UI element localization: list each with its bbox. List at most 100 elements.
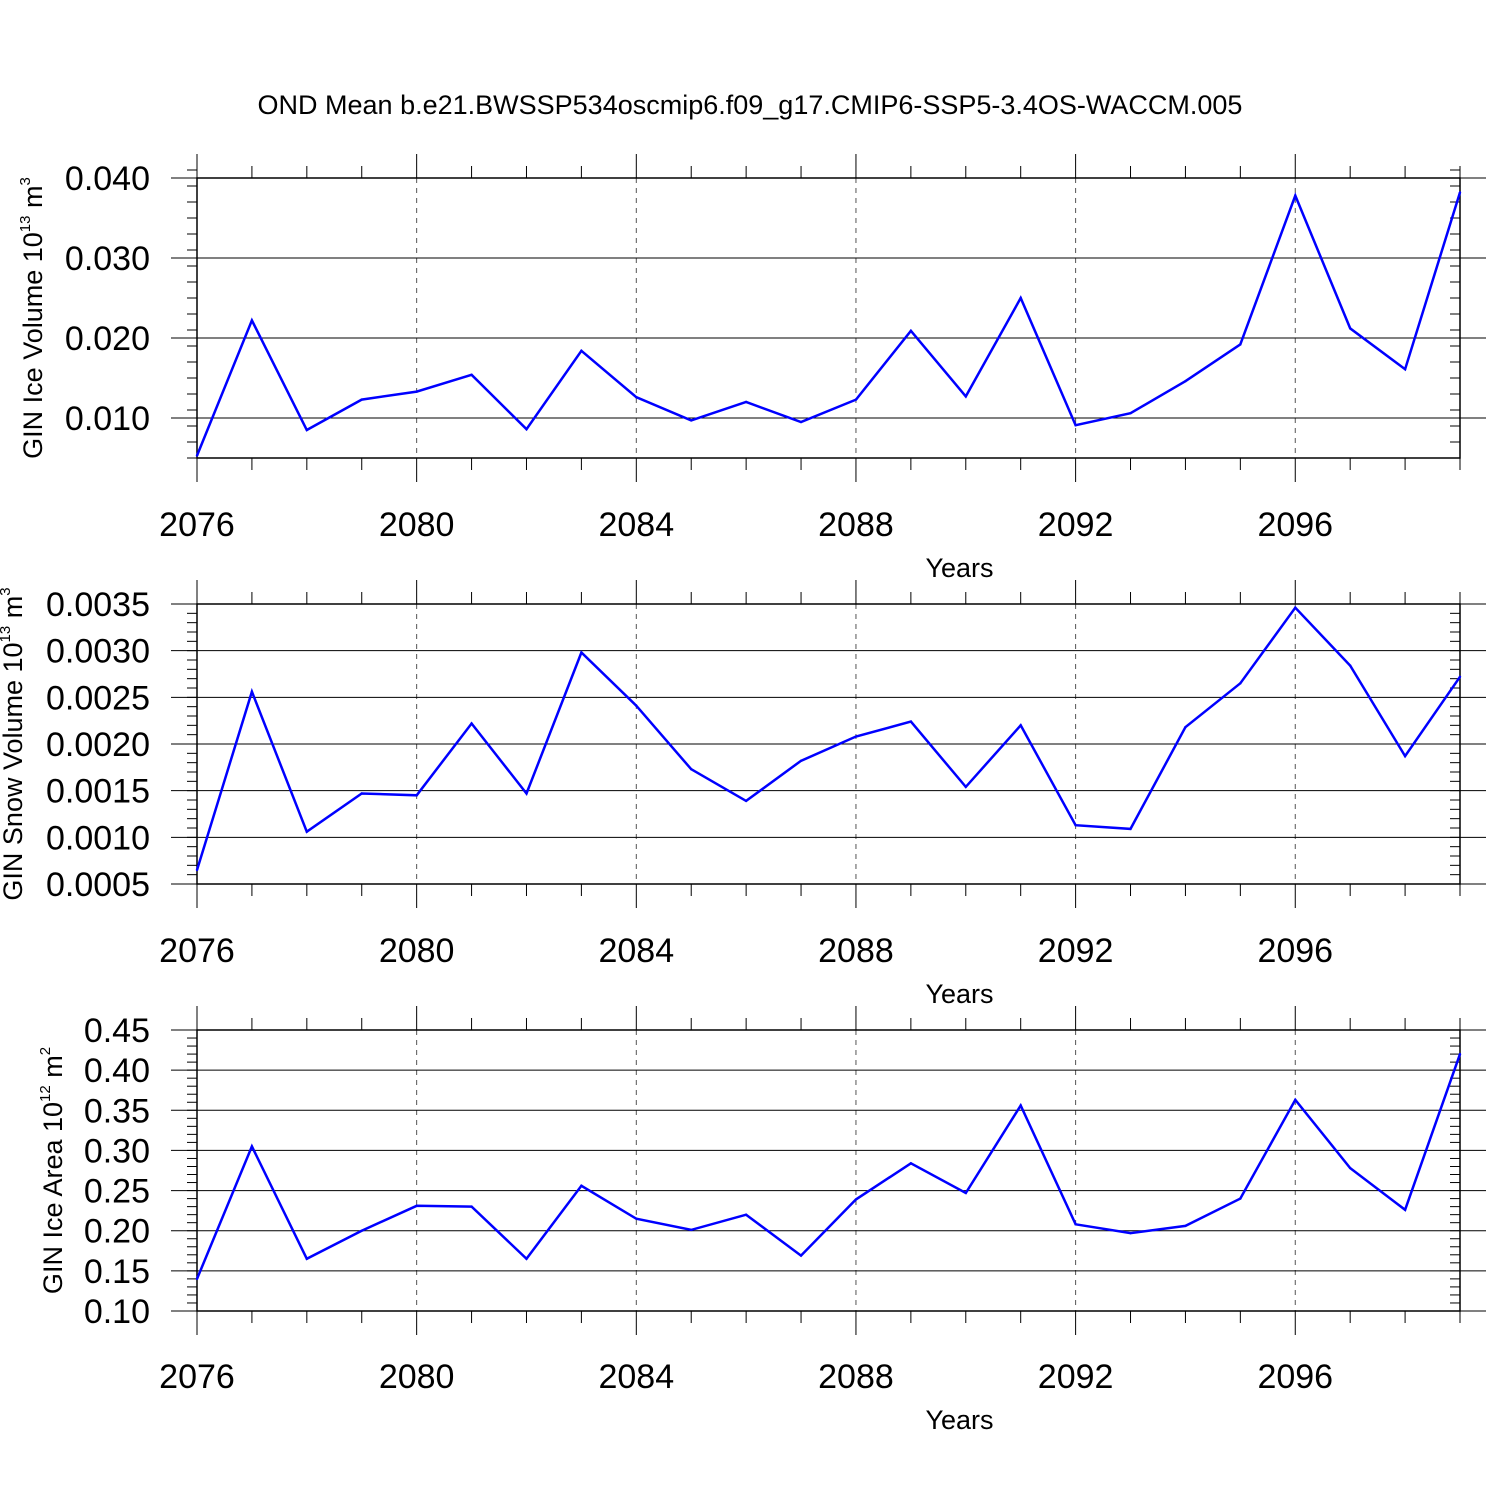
x-axis-label: Years: [925, 979, 993, 1009]
x-tick-label: 2096: [1257, 506, 1333, 544]
y-tick-label: 0.0010: [46, 819, 150, 857]
x-axis-label: Years: [925, 553, 993, 583]
data-point: [690, 419, 693, 422]
data-point: [360, 1229, 363, 1232]
data-point: [415, 1204, 418, 1208]
x-tick-label: 2080: [379, 932, 455, 970]
y-axis-label-exponent: 12: [37, 1085, 54, 1102]
data-point: [305, 428, 309, 432]
data-point: [580, 1184, 583, 1187]
y-tick-label: 0.010: [65, 400, 150, 438]
y-tick-label: 0.0025: [46, 679, 150, 717]
y-axis-label-text: GIN Snow Volume 10: [0, 642, 28, 900]
panel-1: 2076 2080 2084 2088 2092 2096 0.010 0.020 0.030 0…: [17, 154, 1486, 583]
data-point: [360, 398, 363, 401]
x-tick-label: 2088: [818, 932, 894, 970]
data-point: [690, 768, 693, 771]
data-point: [1129, 827, 1132, 831]
x-tick-label: 2084: [598, 1358, 674, 1396]
data-point: [1184, 1224, 1187, 1228]
y-tick-label: 0.40: [84, 1052, 150, 1090]
data-point: [1294, 194, 1297, 197]
data-point: [1184, 380, 1187, 383]
data-point: [909, 720, 913, 723]
series-line: [195, 192, 1462, 457]
data-point: [195, 868, 199, 872]
data-point: [525, 792, 528, 795]
series-line: [195, 605, 1462, 871]
data-point: [360, 792, 363, 795]
data-point: [580, 349, 583, 352]
data-point: [1294, 1098, 1297, 1102]
y-tick-label: 0.040: [65, 160, 150, 198]
x-tick-label: 2096: [1257, 1358, 1333, 1396]
y-tick-label: 0.15: [84, 1253, 150, 1291]
data-point: [854, 398, 858, 401]
data-point: [1239, 682, 1242, 685]
x-tick-label: 2076: [159, 1358, 235, 1396]
y-axis-label-unit-exponent: 3: [17, 177, 34, 185]
data-point: [1074, 824, 1077, 827]
data-point: [525, 1257, 528, 1261]
data-point: [1019, 724, 1022, 727]
x-tick-label: 2092: [1038, 1358, 1114, 1396]
data-point: [250, 690, 254, 693]
data-point: [1074, 424, 1077, 427]
data-point: [1239, 1197, 1242, 1200]
y-axis-label: GIN Ice Area 1012 m2: [37, 1047, 68, 1294]
y-tick-label: 0.0035: [46, 586, 150, 624]
data-point: [1239, 343, 1242, 346]
data-point: [1348, 664, 1352, 667]
data-point: [1129, 1231, 1132, 1235]
x-tick-label: 2076: [159, 932, 235, 970]
data-point: [250, 319, 254, 322]
data-point: [525, 428, 528, 431]
data-point: [909, 1162, 913, 1165]
y-tick-label: 0.030: [65, 240, 150, 278]
y-tick-label: 0.25: [84, 1173, 150, 1211]
data-point: [1403, 368, 1407, 371]
x-tick-label: 2076: [159, 506, 235, 544]
y-tick-label: 0.35: [84, 1092, 150, 1130]
data-point: [964, 1191, 967, 1195]
data-point: [854, 1198, 858, 1201]
data-point: [305, 1257, 309, 1261]
x-tick-label: 2096: [1257, 932, 1333, 970]
x-tick-label: 2088: [818, 506, 894, 544]
data-point: [1403, 754, 1407, 758]
x-tick-label: 2088: [818, 1358, 894, 1396]
data-point: [305, 830, 309, 833]
data-point: [1019, 1104, 1022, 1107]
data-point: [470, 373, 473, 376]
x-tick-label: 2080: [379, 506, 455, 544]
y-axis-label-unit: m: [0, 596, 28, 626]
data-point: [1403, 1208, 1407, 1212]
y-tick-label: 0.30: [84, 1132, 150, 1170]
data-point: [799, 1254, 803, 1257]
data-point: [964, 785, 967, 789]
data-point: [1019, 296, 1022, 300]
data-point: [799, 759, 803, 762]
data-point: [470, 722, 473, 725]
chart-title: OND Mean b.e21.BWSSP534oscmip6.f09_g17.C…: [258, 90, 1243, 120]
data-point: [1458, 1052, 1462, 1056]
data-point: [415, 390, 418, 393]
y-tick-label: 0.0015: [46, 773, 150, 811]
panel-2: 2076 2080 2084 2088 2092 2096 0.0005 0.0010 0.00…: [0, 580, 1486, 1009]
panels: 2076 2080 2084 2088 2092 2096 0.010 0.020 0.030 0…: [0, 154, 1486, 1435]
data-point: [1458, 675, 1462, 678]
y-tick-label: 0.20: [84, 1213, 150, 1251]
data-point: [1129, 412, 1132, 415]
x-axis-label: Years: [925, 1405, 993, 1435]
data-point: [744, 400, 748, 404]
y-axis-label-exponent: 13: [17, 216, 34, 233]
y-axis-label-unit-exponent: 2: [37, 1047, 54, 1055]
y-axis-label-unit: m: [18, 186, 48, 216]
y-axis-label-text: GIN Ice Area 10: [38, 1102, 68, 1294]
data-point: [744, 1213, 748, 1216]
data-point: [1294, 606, 1297, 609]
data-point: [470, 1205, 473, 1208]
data-point: [250, 1145, 254, 1148]
data-point: [1348, 327, 1352, 330]
plot-frame: [196, 177, 1461, 459]
